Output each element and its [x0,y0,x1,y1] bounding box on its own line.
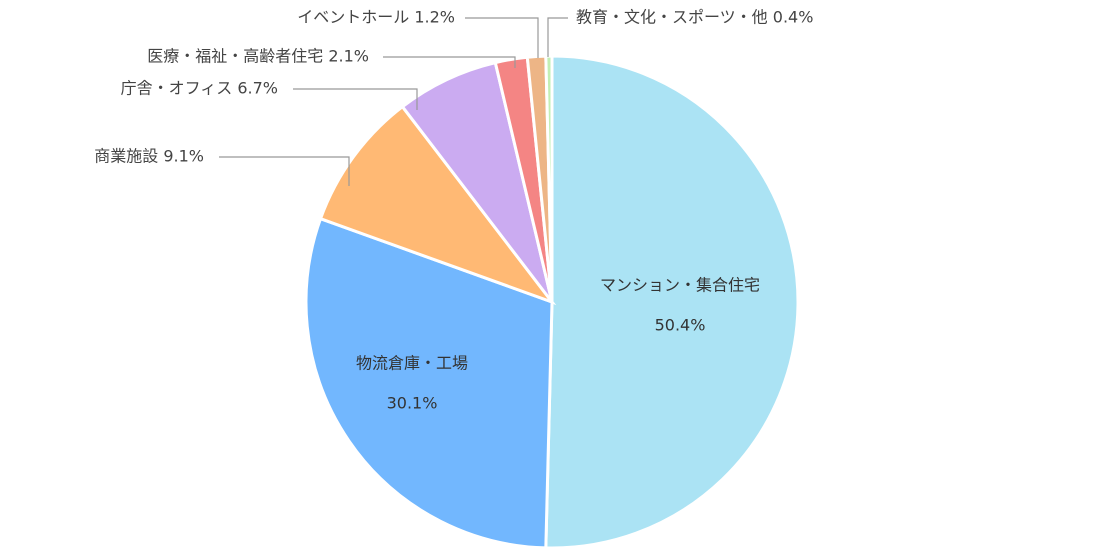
pie-labels: マンション・集合住宅 50.4% 物流倉庫・工場 30.1% 商業施設 9.1% 庁舎・オ… [94,8,813,413]
leader-line [383,56,516,68]
pie-slice [544,54,554,303]
leader-line [219,156,350,186]
slice-label: 庁舎・オフィス 6.7% [121,79,278,98]
pie-slice [544,54,800,550]
leader-line [293,88,418,110]
slice-label: 教育・文化・スポーツ・他 0.4% [576,8,813,27]
pie-slice [318,104,557,306]
leader-line [465,17,539,58]
slice-value-label: 50.4% [655,316,706,335]
slice-label: 商業施設 9.1% [94,147,204,166]
pie-slice [304,216,554,550]
slice-value-label: 30.1% [387,394,438,413]
slice-label: 医療・福祉・高齢者住宅 2.1% [147,47,369,66]
slice-label: 物流倉庫・工場 [356,354,468,373]
pie-slices [304,54,800,550]
slice-label: イベントホール 1.2% [297,8,455,27]
leader-line [547,17,568,57]
slice-label: マンション・集合住宅 [600,276,760,295]
